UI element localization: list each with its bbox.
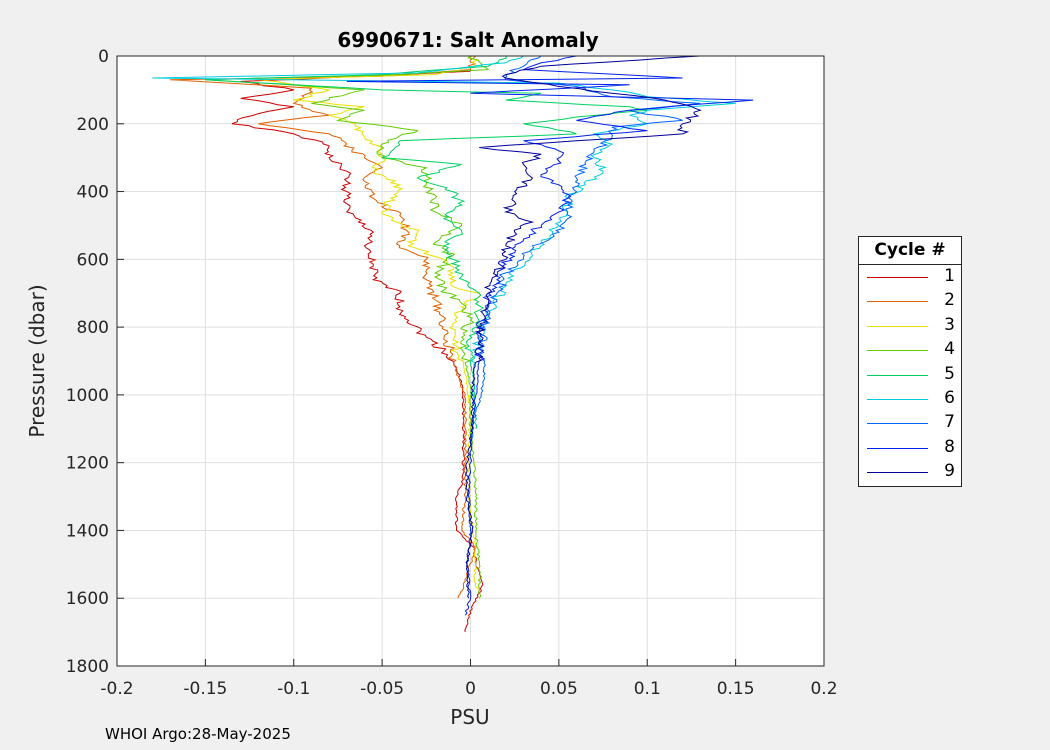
y-axis-label: Pressure (dbar) xyxy=(25,284,49,437)
legend-swatch xyxy=(867,447,928,449)
legend-item-cycle-5: 5 xyxy=(859,363,961,387)
x-tick-label: 0.05 xyxy=(540,679,578,699)
axis-ticks: -0.2 -0.15 -0.1 -0.05 0 0.05 0.1 0.15 0.2 0 200 400… xyxy=(66,47,838,699)
legend-swatch xyxy=(867,398,928,400)
legend-item-cycle-1: 1 xyxy=(859,265,961,289)
legend-swatch xyxy=(867,325,928,327)
series-line-cycle-5 xyxy=(205,55,648,430)
legend-label: 8 xyxy=(944,436,955,457)
legend-swatch xyxy=(867,277,928,278)
legend-rows: 1 2 3 4 5 6 7 8 9 xyxy=(859,265,961,485)
legend-item-cycle-7: 7 xyxy=(859,411,961,435)
series-line-cycle-2 xyxy=(169,55,477,599)
legend-swatch xyxy=(867,423,928,425)
x-tick-label: 0.2 xyxy=(810,679,837,699)
x-tick-label: -0.2 xyxy=(100,679,133,699)
legend-label: 3 xyxy=(944,314,955,335)
x-tick-label: 0.15 xyxy=(717,679,755,699)
x-tick-label: 0.1 xyxy=(634,679,661,699)
legend-label: 5 xyxy=(944,363,955,384)
legend-title: Cycle # xyxy=(859,237,961,265)
y-tick-label: 1400 xyxy=(66,521,109,541)
y-tick-label: 1600 xyxy=(66,589,109,609)
x-tick-label: -0.05 xyxy=(360,679,404,699)
series-line-cycle-7 xyxy=(469,55,701,446)
y-tick-label: 1000 xyxy=(66,386,109,406)
series-lines xyxy=(152,55,754,633)
y-tick-label: 1200 xyxy=(66,454,109,474)
series-line-cycle-8 xyxy=(346,55,754,616)
legend-swatch xyxy=(867,374,928,376)
series-line-cycle-9 xyxy=(465,55,702,599)
legend-item-cycle-2: 2 xyxy=(859,289,961,313)
legend-label: 4 xyxy=(944,339,955,360)
legend-item-cycle-6: 6 xyxy=(859,387,961,411)
legend-item-cycle-3: 3 xyxy=(859,314,961,338)
footer-text: WHOI Argo:28-May-2025 xyxy=(105,725,291,743)
legend-item-cycle-4: 4 xyxy=(859,338,961,362)
series-line-cycle-1 xyxy=(231,70,484,633)
legend-label: 6 xyxy=(944,387,955,408)
legend: Cycle # 1 2 3 4 5 6 7 8 9 xyxy=(858,236,962,487)
legend-label: 9 xyxy=(944,461,955,482)
x-tick-label: -0.1 xyxy=(277,679,310,699)
x-axis-label: PSU xyxy=(450,705,489,729)
legend-label: 2 xyxy=(944,290,955,311)
series-line-cycle-4 xyxy=(205,55,490,599)
y-tick-label: 1800 xyxy=(66,657,109,677)
legend-swatch xyxy=(867,472,928,474)
y-tick-label: 600 xyxy=(77,250,109,270)
legend-swatch xyxy=(867,301,928,303)
x-tick-label: 0 xyxy=(465,679,476,699)
legend-label: 1 xyxy=(944,266,955,286)
legend-item-cycle-8: 8 xyxy=(859,436,961,460)
y-tick-label: 0 xyxy=(98,47,109,67)
legend-item-cycle-9: 9 xyxy=(859,460,961,484)
chart-title: 6990671: Salt Anomaly xyxy=(337,28,598,52)
y-tick-label: 400 xyxy=(77,183,109,203)
legend-swatch xyxy=(867,350,928,352)
y-tick-label: 800 xyxy=(77,318,109,338)
legend-label: 7 xyxy=(944,412,955,433)
x-tick-label: -0.15 xyxy=(183,679,227,699)
y-tick-label: 200 xyxy=(77,115,109,135)
